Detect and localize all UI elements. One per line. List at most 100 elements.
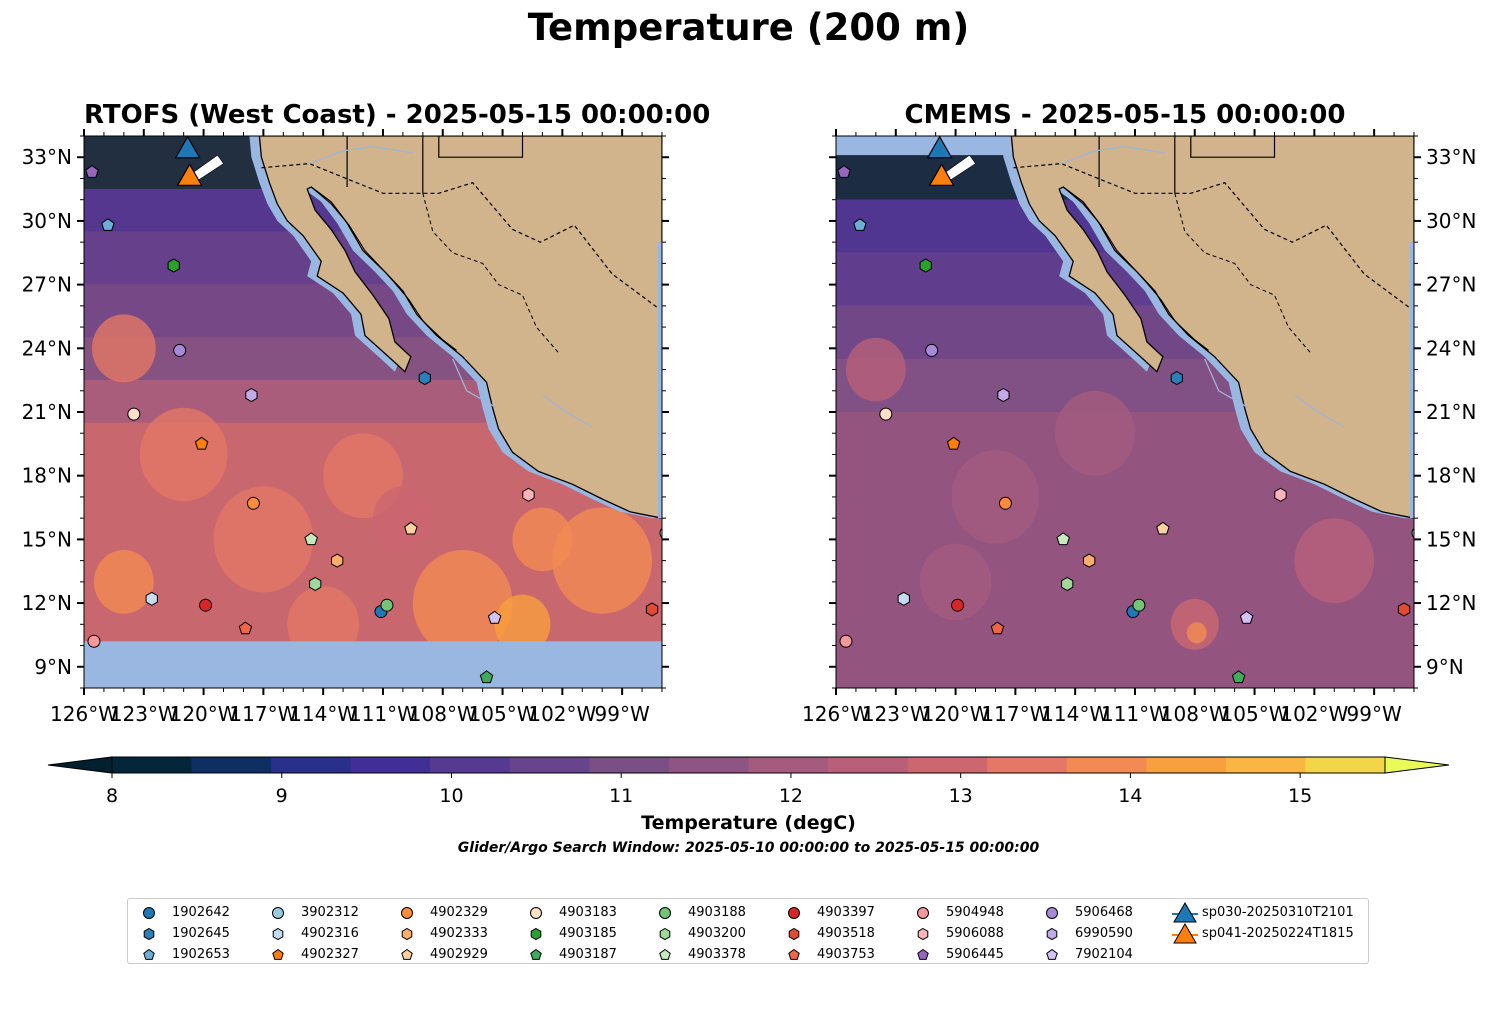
float-marker xyxy=(990,621,1005,635)
legend-marker xyxy=(1172,901,1198,922)
float-marker xyxy=(919,258,932,273)
lon-tick-label: 114°W xyxy=(289,702,357,726)
float-marker xyxy=(331,553,344,568)
legend-item: 4903753 xyxy=(783,944,875,965)
lon-tick-label: 114°W xyxy=(1041,702,1109,726)
lat-tick-label: 33°N xyxy=(22,145,72,169)
state-border xyxy=(1190,136,1276,158)
legend-symbol xyxy=(788,906,800,919)
lon-tick-label: 102°W xyxy=(528,702,596,726)
legend-label: 4903200 xyxy=(688,926,746,941)
lat-tick-label: 24°N xyxy=(22,336,72,360)
legend-symbol xyxy=(272,927,284,940)
legend-symbol xyxy=(1046,948,1058,960)
river xyxy=(542,394,593,428)
legend-symbol xyxy=(530,948,542,960)
lon-tick-label: 111°W xyxy=(349,702,417,726)
lat-tick-label: 15°N xyxy=(22,527,72,551)
float-marker xyxy=(1061,576,1074,592)
lon-tick-label: 105°W xyxy=(469,702,537,726)
legend-marker xyxy=(1046,948,1058,960)
colorbar-segment xyxy=(509,757,590,773)
legend-label: 1902645 xyxy=(172,926,230,941)
colorbar-segment xyxy=(1225,757,1307,773)
legend-label: 4903753 xyxy=(817,947,875,962)
lat-tick-label: 33°N xyxy=(1426,145,1476,169)
colorbar-segment xyxy=(350,757,431,773)
warm-eddy xyxy=(213,486,314,593)
float-marker xyxy=(946,436,961,450)
legend-item: 4902316 xyxy=(267,923,359,944)
legend-marker xyxy=(401,948,413,960)
legend-item: 5906088 xyxy=(912,923,1004,944)
legend-symbol xyxy=(1046,906,1058,919)
glider-marker xyxy=(174,136,201,159)
legend-label: 5906468 xyxy=(1075,905,1133,920)
legend-label: 5906088 xyxy=(946,926,1004,941)
legend-marker xyxy=(143,948,155,960)
lat-tick-label: 24°N xyxy=(1426,336,1476,360)
colorbar-tick-label: 10 xyxy=(439,785,463,807)
float-marker xyxy=(418,370,431,386)
legend-marker xyxy=(530,948,542,960)
legend-label: 4903518 xyxy=(817,926,875,941)
legend-label: 4903397 xyxy=(817,905,875,920)
float-marker xyxy=(879,407,893,421)
no-data-region xyxy=(836,136,1010,156)
float-marker xyxy=(837,164,851,178)
legend-symbol xyxy=(659,927,671,940)
colorbar-tick-label: 15 xyxy=(1288,785,1312,807)
legend-item: sp030-20250310T2101 xyxy=(1170,901,1354,923)
legend-item: 4902929 xyxy=(396,944,488,965)
legend-item: 6990590 xyxy=(1041,923,1133,944)
lat-tick-label: 12°N xyxy=(1426,591,1476,615)
lat-tick-label: 30°N xyxy=(1426,209,1476,233)
legend-marker xyxy=(143,906,155,919)
legend-item: 4903183 xyxy=(525,902,617,923)
float-marker xyxy=(1274,487,1287,502)
gulf-of-california xyxy=(1062,186,1210,351)
legend-symbol xyxy=(143,948,155,960)
float-marker xyxy=(85,164,99,178)
warm-eddy xyxy=(512,507,573,572)
float-marker xyxy=(127,407,141,421)
colorbar-segment xyxy=(748,757,829,773)
colorbar-segment xyxy=(589,757,670,773)
colorbar-segment xyxy=(1066,757,1147,773)
legend-marker xyxy=(1046,906,1058,919)
legend-label: 4903183 xyxy=(559,905,617,920)
map-panels: 126°W123°W120°W117°W114°W111°W108°W105°W… xyxy=(22,129,1476,726)
legend-marker xyxy=(530,927,542,940)
lat-tick-label: 21°N xyxy=(1426,400,1476,424)
float-marker xyxy=(1156,521,1170,535)
lon-tick-label: 123°W xyxy=(862,702,930,726)
legend-label: 3902312 xyxy=(301,905,359,920)
legend-symbol xyxy=(659,948,671,960)
legend-item: 4903518 xyxy=(783,923,875,944)
float-marker xyxy=(839,634,853,648)
legend-label: 4903378 xyxy=(688,947,746,962)
panel-title-cmems: CMEMS - 2025-05-15 00:00:00 xyxy=(904,100,1346,130)
float-marker xyxy=(245,387,258,403)
warm-eddy xyxy=(91,314,156,383)
float-marker xyxy=(145,591,158,606)
legend-item: 5906468 xyxy=(1041,902,1133,923)
river xyxy=(1204,358,1249,409)
float-marker xyxy=(238,621,253,635)
colorbar: 8 9 10 11 12 13 14 15 xyxy=(47,756,1450,807)
colorbar-tick-label: 11 xyxy=(609,785,633,807)
legend-marker xyxy=(272,948,284,960)
river xyxy=(452,358,497,409)
legend-symbol xyxy=(401,927,413,940)
legend: 1902642 1902645 1902653 3902312 4902316 49023… xyxy=(127,898,1369,964)
colorbar-segment xyxy=(1305,757,1386,773)
map-cmems: 126°W123°W120°W117°W114°W111°W108°W105°W… xyxy=(802,129,1476,726)
legend-item: 5906445 xyxy=(912,944,1004,965)
legend-label: 4903188 xyxy=(688,905,746,920)
lon-tick-label: 126°W xyxy=(50,702,118,726)
legend-marker xyxy=(917,906,929,919)
float-marker xyxy=(404,521,418,535)
float-marker xyxy=(304,532,318,546)
legend-marker xyxy=(143,927,155,940)
colorbar-tick-label: 14 xyxy=(1118,785,1142,807)
